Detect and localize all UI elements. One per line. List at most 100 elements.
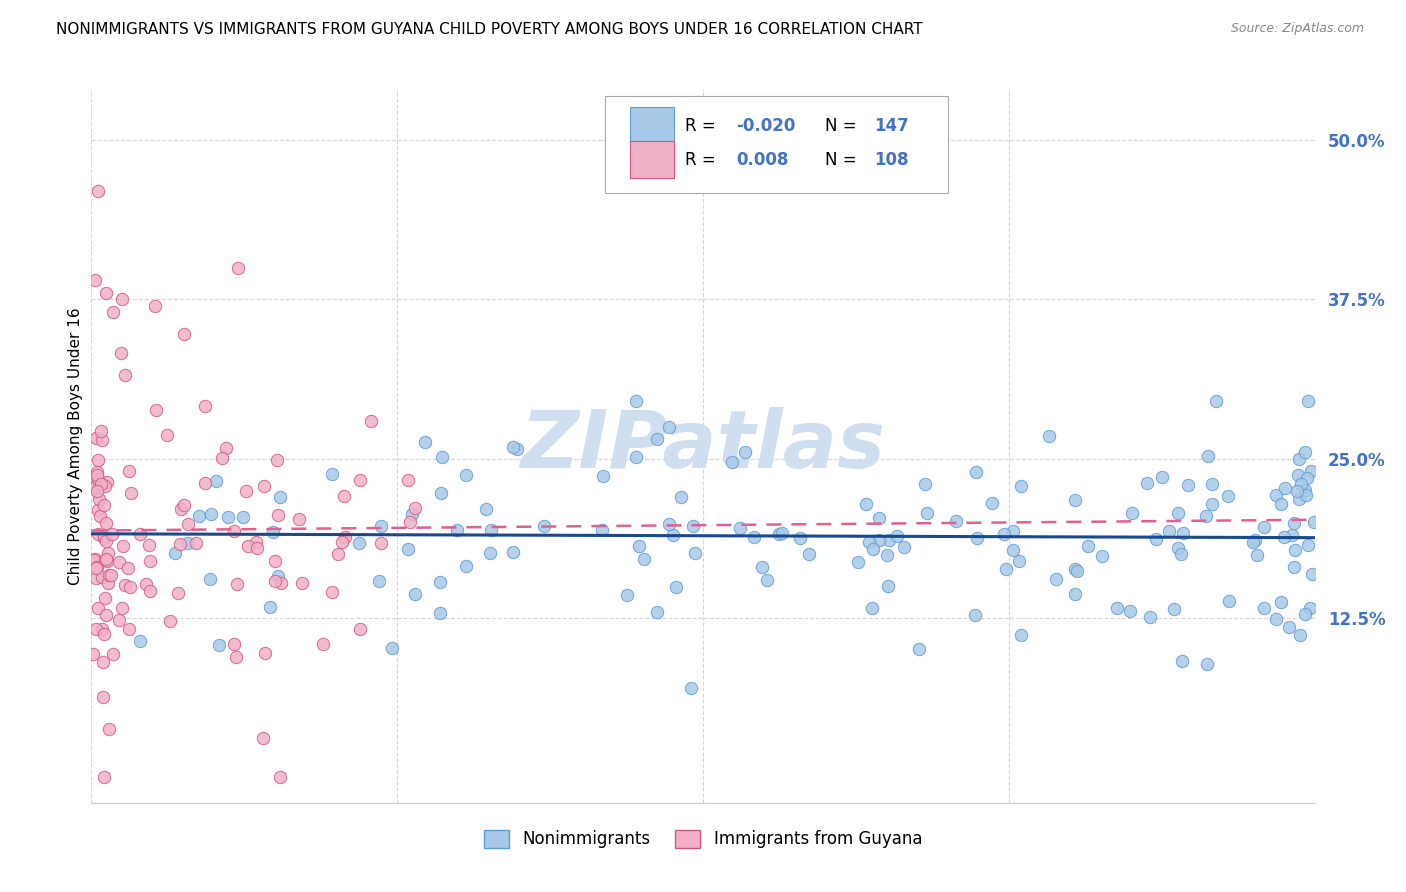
Point <box>84 561 107 575</box>
Point <box>94 607 117 622</box>
Point <box>156 427 179 442</box>
Point <box>1253 520 1275 534</box>
Point <box>97 576 120 591</box>
Point <box>173 326 195 341</box>
Point <box>1064 562 1087 576</box>
Point <box>215 441 238 455</box>
Point <box>89 508 111 523</box>
Point <box>262 524 284 539</box>
Text: Source: ZipAtlas.com: Source: ZipAtlas.com <box>1230 22 1364 36</box>
Text: N =: N = <box>825 117 862 135</box>
Point <box>94 516 117 531</box>
Point <box>118 622 141 636</box>
Point <box>96 554 118 568</box>
Point <box>252 731 274 745</box>
Point <box>120 580 142 594</box>
Point <box>194 400 217 414</box>
Point <box>1150 470 1173 484</box>
Point <box>1063 493 1085 508</box>
Point <box>1288 491 1310 506</box>
Point <box>176 517 198 532</box>
Point <box>893 540 915 554</box>
Point <box>1205 393 1227 408</box>
Point <box>645 605 668 619</box>
Point <box>846 555 869 569</box>
Point <box>97 567 120 582</box>
Point <box>267 569 290 583</box>
Point <box>291 575 314 590</box>
Point <box>789 531 811 545</box>
Point <box>82 647 104 661</box>
Point <box>84 571 107 585</box>
Point <box>683 546 706 560</box>
Point <box>1246 548 1268 562</box>
Point <box>399 515 422 529</box>
Point <box>370 519 392 533</box>
Point <box>198 572 221 586</box>
Legend: Nonimmigrants, Immigrants from Guyana: Nonimmigrants, Immigrants from Guyana <box>477 823 929 855</box>
Point <box>1264 488 1286 502</box>
Point <box>91 622 114 636</box>
Point <box>169 537 191 551</box>
Point <box>1077 539 1099 553</box>
Point <box>94 479 117 493</box>
Point <box>1270 595 1292 609</box>
Point <box>413 435 436 450</box>
Point <box>862 542 884 557</box>
Point <box>173 498 195 512</box>
Point <box>626 450 648 465</box>
Point <box>370 536 392 550</box>
Point <box>404 500 426 515</box>
Point <box>1281 528 1303 542</box>
Point <box>1270 497 1292 511</box>
Point <box>868 533 890 547</box>
Point <box>245 541 267 555</box>
Point <box>129 634 152 648</box>
Point <box>349 473 371 487</box>
Point <box>87 527 110 541</box>
Point <box>114 368 136 383</box>
Point <box>1010 628 1032 642</box>
Point <box>980 496 1002 510</box>
Point <box>288 511 311 525</box>
Text: 147: 147 <box>875 117 910 135</box>
Point <box>404 587 426 601</box>
Point <box>1218 593 1240 607</box>
Point <box>194 475 217 490</box>
Point <box>768 526 790 541</box>
Point <box>107 555 129 569</box>
Point <box>797 547 820 561</box>
Point <box>111 600 134 615</box>
Point <box>326 547 349 561</box>
Text: N =: N = <box>825 151 862 169</box>
Point <box>965 607 987 622</box>
Point <box>86 559 108 574</box>
Point <box>269 770 291 784</box>
Point <box>96 475 118 489</box>
Point <box>312 637 335 651</box>
Point <box>860 601 883 615</box>
Point <box>138 538 160 552</box>
Point <box>1286 483 1309 498</box>
Point <box>100 527 122 541</box>
Point <box>91 690 114 705</box>
Point <box>1294 607 1316 621</box>
Text: R =: R = <box>685 151 725 169</box>
Point <box>627 539 650 553</box>
Point <box>87 453 110 467</box>
Point <box>734 444 756 458</box>
Text: 108: 108 <box>875 151 908 169</box>
Point <box>347 536 370 550</box>
Point <box>1010 479 1032 493</box>
Point <box>1278 620 1301 634</box>
Point <box>90 425 112 439</box>
Point <box>94 591 117 605</box>
Point <box>368 574 391 588</box>
Point <box>1170 654 1192 668</box>
Point <box>222 524 245 538</box>
Point <box>396 474 419 488</box>
Point <box>661 527 683 541</box>
Point <box>83 553 105 567</box>
Point <box>645 432 668 446</box>
Point <box>110 346 132 360</box>
